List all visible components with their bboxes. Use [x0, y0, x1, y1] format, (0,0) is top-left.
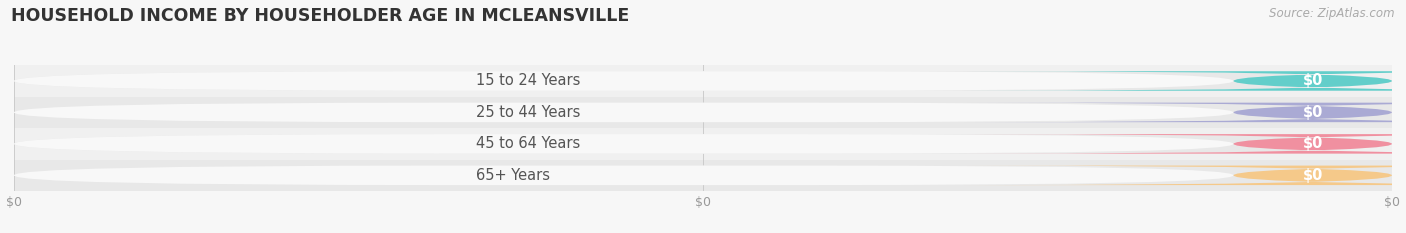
- Bar: [14, 65, 1392, 97]
- FancyBboxPatch shape: [14, 103, 1392, 122]
- FancyBboxPatch shape: [14, 134, 1392, 154]
- FancyBboxPatch shape: [14, 71, 1392, 91]
- FancyBboxPatch shape: [965, 71, 1406, 91]
- Text: HOUSEHOLD INCOME BY HOUSEHOLDER AGE IN MCLEANSVILLE: HOUSEHOLD INCOME BY HOUSEHOLDER AGE IN M…: [11, 7, 630, 25]
- Text: $0: $0: [1302, 105, 1323, 120]
- Bar: [14, 97, 1392, 128]
- FancyBboxPatch shape: [14, 166, 1233, 185]
- Text: 65+ Years: 65+ Years: [475, 168, 550, 183]
- Bar: [14, 128, 1392, 160]
- FancyBboxPatch shape: [965, 103, 1406, 122]
- Text: 25 to 44 Years: 25 to 44 Years: [475, 105, 581, 120]
- FancyBboxPatch shape: [14, 103, 1233, 122]
- Text: Source: ZipAtlas.com: Source: ZipAtlas.com: [1270, 7, 1395, 20]
- Text: $0: $0: [1302, 73, 1323, 89]
- Text: $0: $0: [1302, 168, 1323, 183]
- FancyBboxPatch shape: [14, 71, 1233, 91]
- FancyBboxPatch shape: [965, 166, 1406, 185]
- FancyBboxPatch shape: [14, 134, 1233, 154]
- Text: $0: $0: [1302, 136, 1323, 151]
- FancyBboxPatch shape: [14, 166, 1392, 185]
- FancyBboxPatch shape: [965, 134, 1406, 154]
- Text: 15 to 24 Years: 15 to 24 Years: [475, 73, 581, 89]
- Bar: [14, 160, 1392, 191]
- Text: 45 to 64 Years: 45 to 64 Years: [475, 136, 579, 151]
